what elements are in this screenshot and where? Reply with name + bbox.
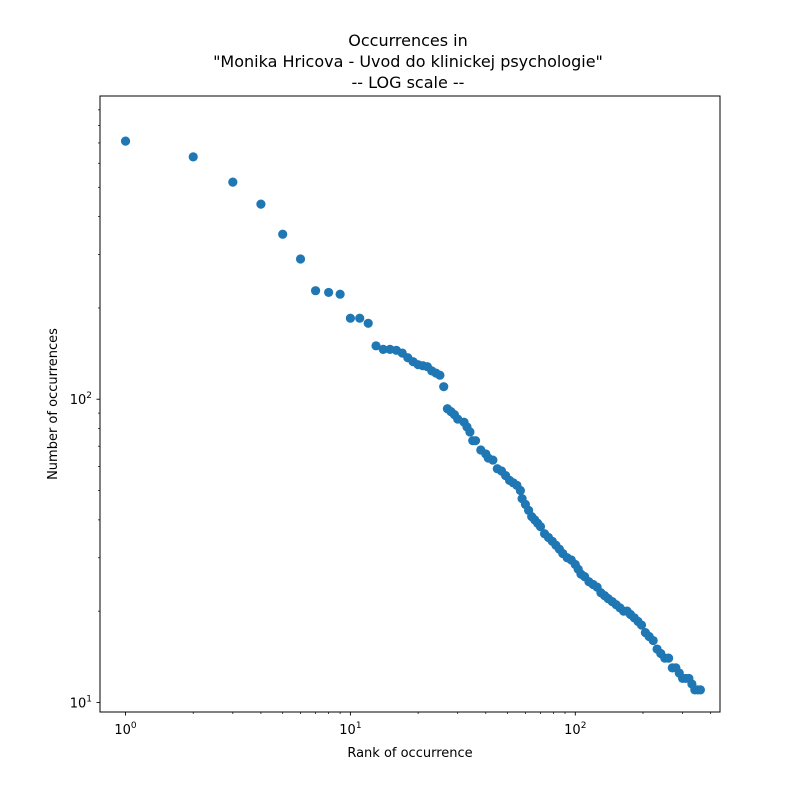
- data-point-1: [120, 136, 131, 146]
- title-line-1: Occurrences in: [348, 31, 467, 50]
- data-point-2: [188, 152, 198, 162]
- data-point-8: [324, 287, 334, 298]
- data-point-97: [695, 685, 706, 695]
- data-point-25: [435, 370, 445, 380]
- y-tick-label: 102: [70, 391, 92, 408]
- data-point-11: [355, 313, 365, 323]
- x-axis-ticks: 100 101 102: [114, 712, 712, 738]
- data-point-6: [295, 254, 306, 264]
- data-point-3: [228, 177, 238, 187]
- data-point-80: [636, 620, 647, 630]
- x-axis-label: Rank of occurrence: [347, 746, 472, 761]
- data-point-35: [470, 436, 481, 446]
- data-point-13: [371, 341, 381, 351]
- data-point-39: [488, 455, 498, 465]
- data-point-5: [278, 229, 288, 239]
- data-point-4: [256, 199, 266, 209]
- data-point-12: [363, 318, 373, 328]
- title-line-2: "Monika Hricova - Uvod do klinickej psyc…: [213, 52, 603, 71]
- chart-title: Occurrences in "Monika Hricova - Uvod do…: [213, 31, 603, 92]
- y-tick-label: 101: [70, 694, 92, 711]
- data-point-14: [378, 344, 388, 354]
- title-line-3: -- LOG scale --: [352, 73, 465, 92]
- data-point-9: [335, 289, 345, 299]
- data-point-46: [515, 485, 526, 496]
- data-points: [120, 136, 706, 695]
- data-point-10: [345, 313, 356, 323]
- data-point-83: [648, 635, 658, 646]
- data-point-53: [535, 522, 546, 532]
- data-point-7: [310, 286, 321, 296]
- plot-frame: [99, 95, 721, 713]
- x-tick-label: 102: [564, 721, 586, 738]
- x-tick-label: 101: [339, 721, 361, 738]
- data-point-33: [465, 427, 475, 437]
- data-point-26: [439, 382, 449, 392]
- y-axis-label: Number of occurrences: [46, 328, 61, 480]
- y-axis-ticks: 101 102: [70, 109, 100, 711]
- x-tick-label: 100: [114, 721, 137, 738]
- data-point-87: [664, 653, 674, 663]
